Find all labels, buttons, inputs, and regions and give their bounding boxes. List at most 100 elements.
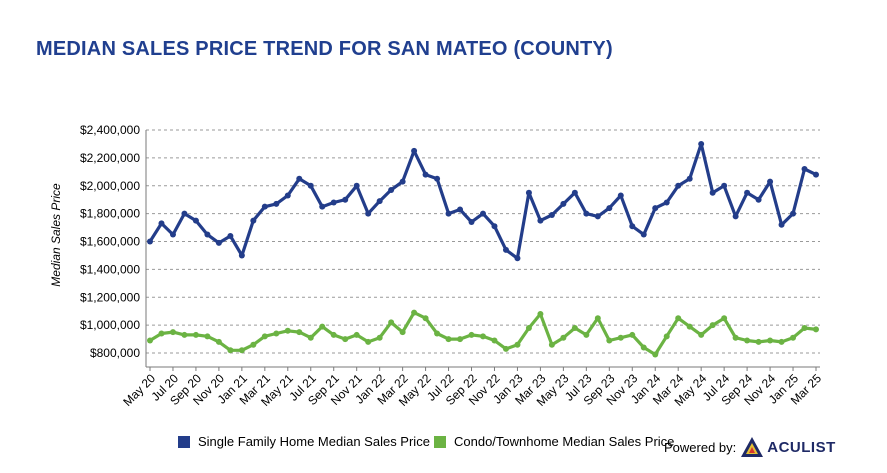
y-tick-label: $1,600,000 xyxy=(80,235,140,249)
data-point xyxy=(709,189,716,196)
data-point xyxy=(250,341,257,348)
data-point xyxy=(445,336,452,343)
legend-item-single-family: Single Family Home Median Sales Price xyxy=(178,434,430,449)
data-point xyxy=(652,351,659,358)
data-point xyxy=(491,223,498,230)
aculist-triangle-icon xyxy=(741,437,764,457)
data-point xyxy=(238,347,245,354)
data-point xyxy=(399,178,406,185)
data-point xyxy=(227,232,234,239)
y-tick-label: $2,200,000 xyxy=(80,151,140,165)
data-point xyxy=(296,329,303,336)
data-point xyxy=(158,220,165,227)
y-tick-label: $1,000,000 xyxy=(80,318,140,332)
data-point xyxy=(399,329,406,336)
y-axis-label: Median Sales Price xyxy=(49,183,63,287)
data-point xyxy=(629,223,636,230)
y-tick-label: $800,000 xyxy=(90,346,140,360)
data-point xyxy=(744,189,751,196)
data-point xyxy=(319,323,326,330)
data-point xyxy=(778,221,785,228)
data-point xyxy=(698,331,705,338)
data-point xyxy=(801,324,808,331)
data-point xyxy=(525,324,532,331)
data-point xyxy=(537,217,544,224)
data-point xyxy=(457,206,464,213)
data-point xyxy=(376,198,383,205)
series xyxy=(147,140,819,358)
data-point xyxy=(330,199,337,206)
data-point xyxy=(571,324,578,331)
data-point xyxy=(652,205,659,212)
data-point xyxy=(709,322,716,329)
data-point xyxy=(583,331,590,338)
data-point xyxy=(744,337,751,344)
axes xyxy=(145,130,820,371)
data-point xyxy=(560,334,567,341)
data-point xyxy=(422,315,429,322)
data-point xyxy=(445,210,452,217)
data-point xyxy=(250,217,257,224)
chart-title: MEDIAN SALES PRICE TREND FOR SAN MATEO (… xyxy=(36,38,613,60)
data-point xyxy=(284,192,291,199)
series-single-family xyxy=(147,140,819,262)
data-point xyxy=(560,200,567,207)
legend-item-condo: Condo/Townhome Median Sales Price xyxy=(434,434,674,449)
brand-name: ACULIST xyxy=(767,438,836,456)
data-point xyxy=(640,231,647,238)
data-point xyxy=(468,331,475,338)
y-tick-labels: $800,000 $1,000,000 $1,200,000 $1,400,000 $1… xyxy=(80,123,140,360)
data-point xyxy=(767,178,774,185)
data-point xyxy=(158,330,165,337)
data-point xyxy=(365,210,372,217)
legend-label-condo: Condo/Townhome Median Sales Price xyxy=(454,434,675,449)
data-point xyxy=(307,334,314,341)
data-point xyxy=(307,182,314,189)
data-point xyxy=(204,231,211,238)
data-point xyxy=(721,182,728,189)
data-point xyxy=(801,166,808,173)
data-point xyxy=(617,192,624,199)
data-point xyxy=(227,347,234,354)
y-tick-label: $2,400,000 xyxy=(80,123,140,137)
legend-label-single-family: Single Family Home Median Sales Price xyxy=(198,434,430,449)
data-point xyxy=(215,239,222,246)
data-point xyxy=(514,255,521,262)
data-point xyxy=(169,329,176,336)
data-point xyxy=(215,338,222,345)
data-point xyxy=(767,337,774,344)
data-point xyxy=(675,182,682,189)
data-point xyxy=(594,213,601,220)
data-point xyxy=(273,200,280,207)
data-point xyxy=(502,345,509,352)
data-point xyxy=(468,219,475,226)
data-point xyxy=(261,333,268,340)
data-point xyxy=(732,334,739,341)
data-point xyxy=(571,189,578,196)
data-point xyxy=(548,341,555,348)
data-point xyxy=(755,196,762,203)
data-point xyxy=(686,323,693,330)
data-point xyxy=(606,337,613,344)
data-point xyxy=(721,315,728,322)
data-point xyxy=(525,189,532,196)
powered-by: Powered by: ACULIST xyxy=(664,436,836,458)
data-point xyxy=(663,199,670,206)
data-point xyxy=(755,338,762,345)
data-point xyxy=(480,210,486,217)
data-point xyxy=(342,336,349,343)
data-point xyxy=(640,344,647,351)
data-point xyxy=(376,334,383,341)
data-point xyxy=(502,246,509,253)
data-point xyxy=(261,203,268,210)
data-point xyxy=(548,212,555,219)
data-point xyxy=(388,319,395,326)
data-point xyxy=(813,171,819,178)
powered-by-label: Powered by: xyxy=(664,439,737,455)
data-point xyxy=(411,309,418,316)
data-point xyxy=(388,186,395,193)
series-condo xyxy=(147,309,819,358)
data-point xyxy=(296,175,303,182)
